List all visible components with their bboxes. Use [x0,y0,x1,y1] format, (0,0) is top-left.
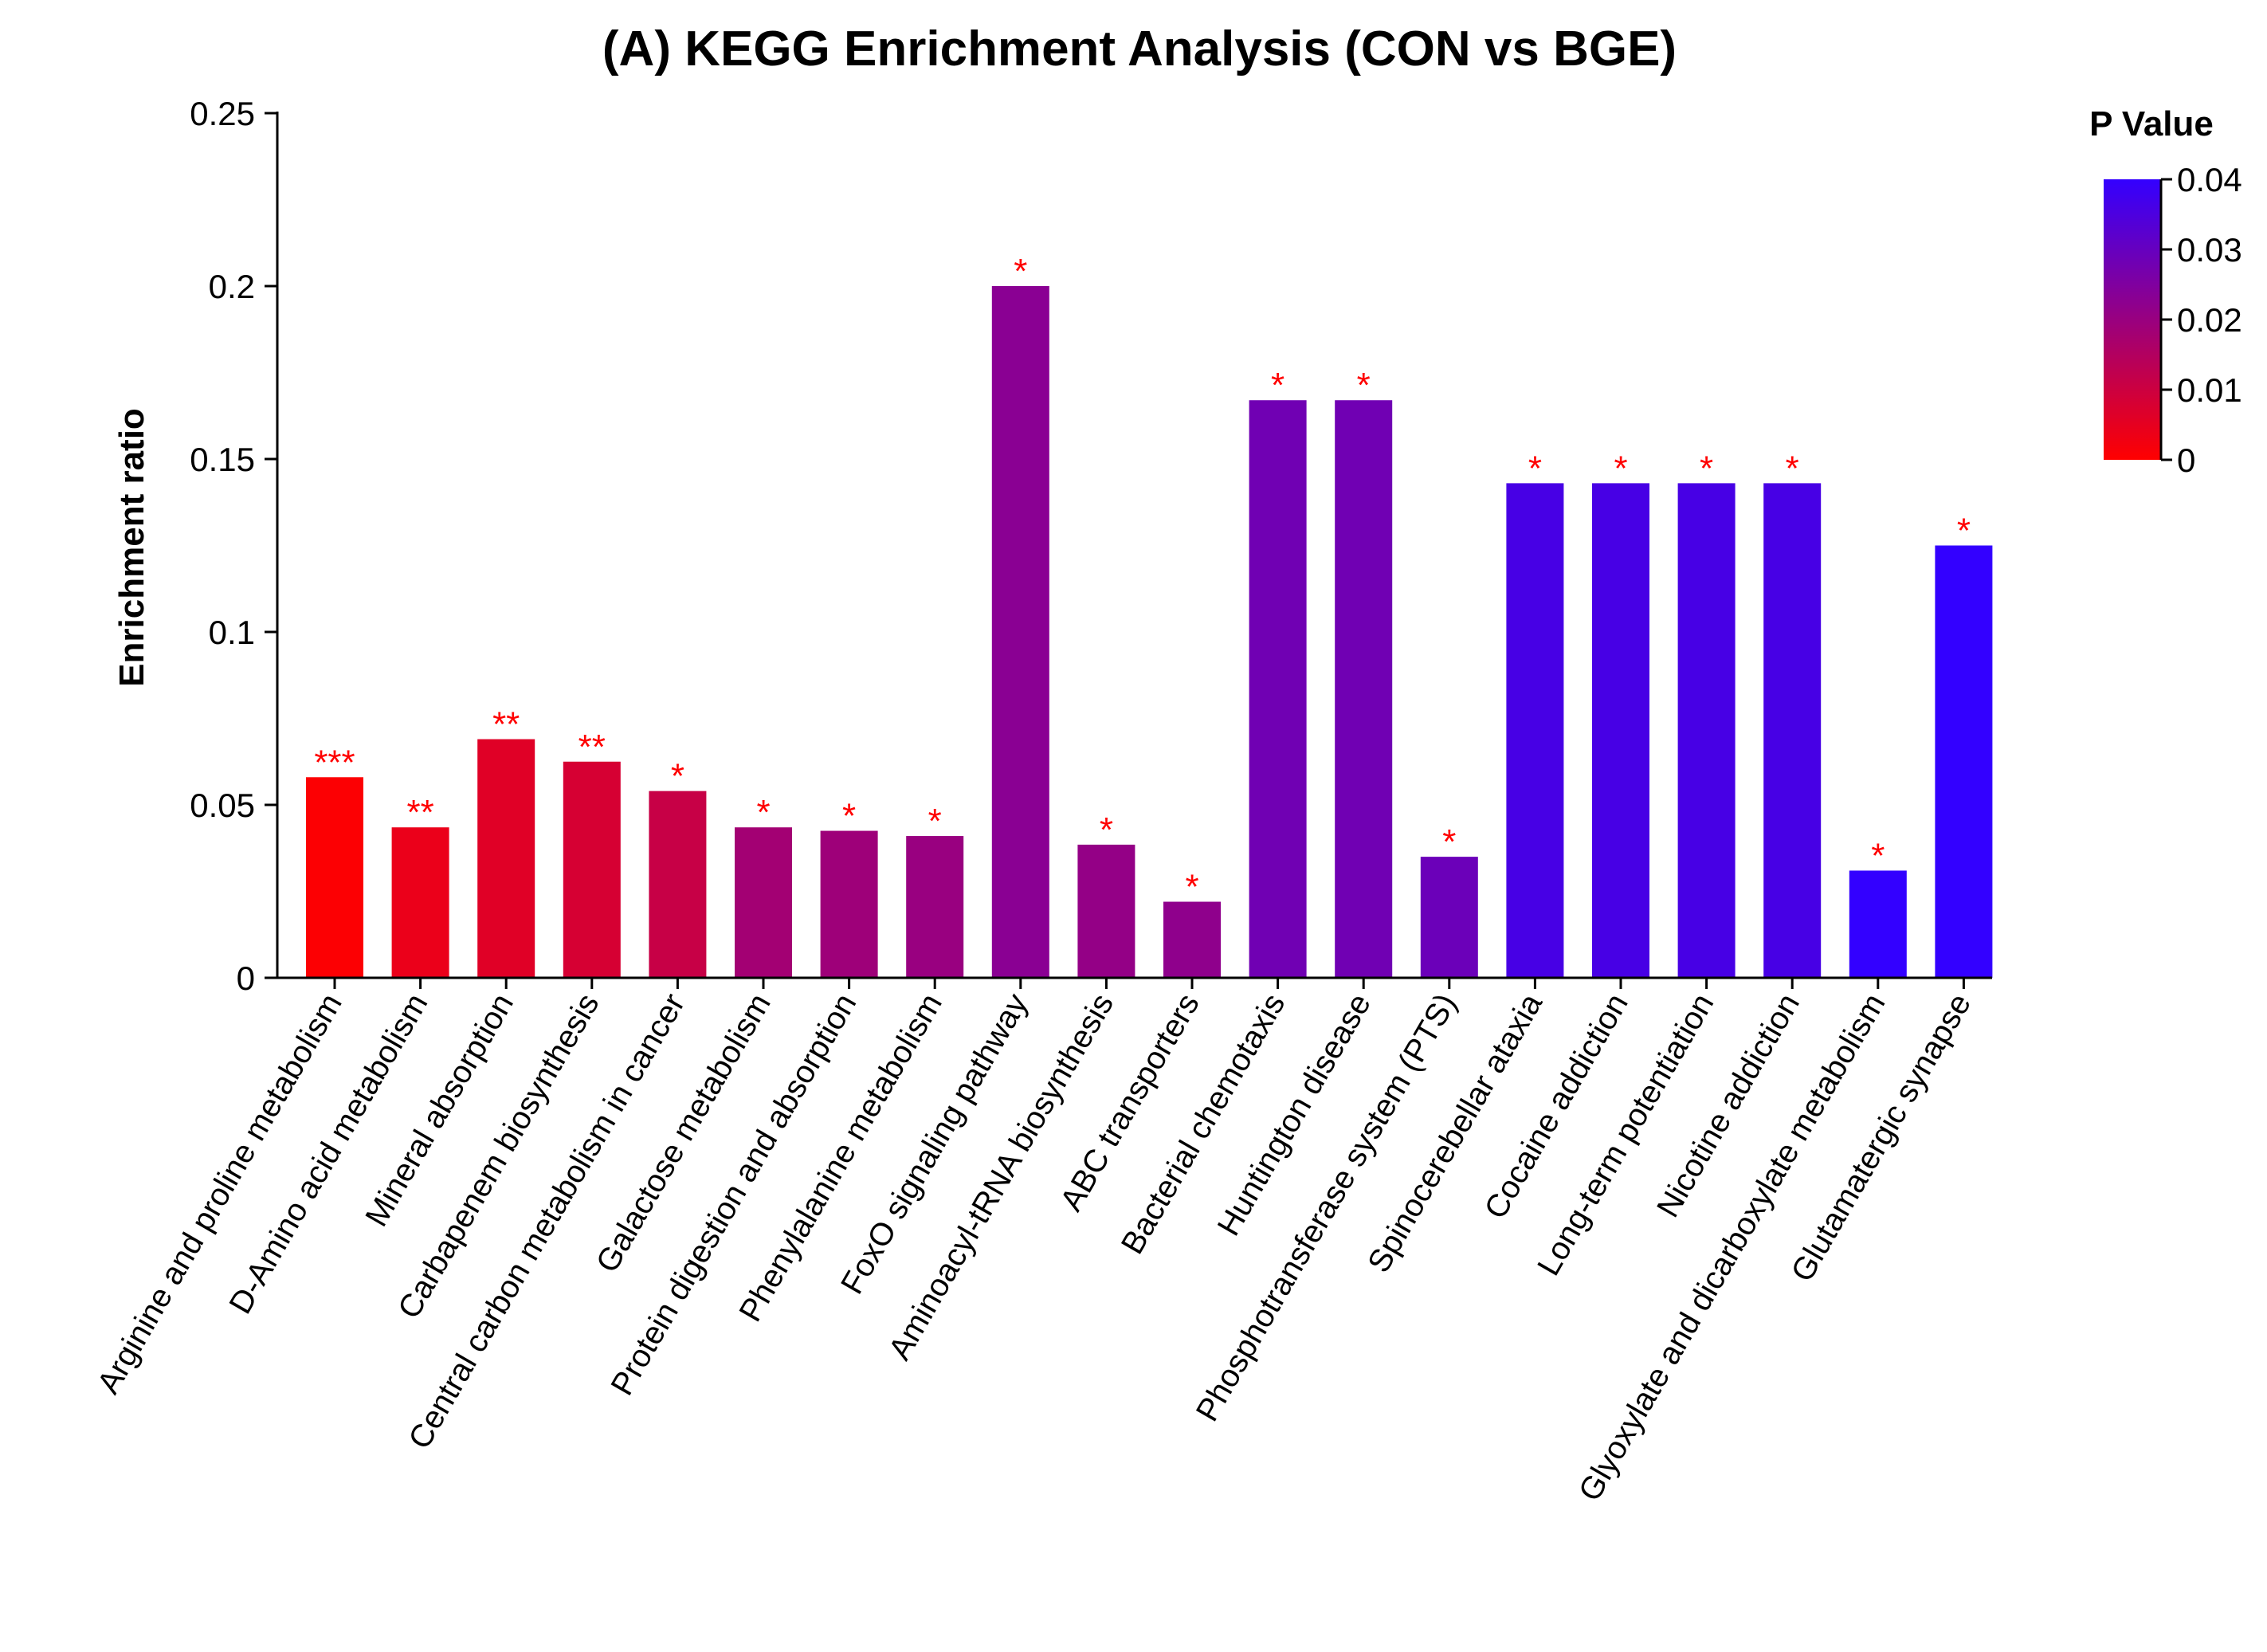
significance-mark-9: * [1014,252,1027,291]
colorbar: P Value 0 0.01 0.02 0.03 0.04 [2089,104,2242,479]
significance-mark-3: ** [492,705,520,744]
significance-mark-18: * [1786,449,1799,488]
bar-10 [1077,844,1135,978]
colorbar-tick-label-2: 0.02 [2177,301,2242,339]
significance-mark-8: * [928,802,942,841]
bar-14 [1420,857,1478,978]
significance-mark-11: * [1185,868,1198,907]
y-tick-label-5: 0.25 [190,95,255,132]
significance-mark-13: * [1357,366,1371,405]
bar-8 [906,836,964,978]
bar-17 [1677,483,1736,978]
bar-2 [391,827,449,978]
bar-1 [306,777,363,978]
bar-12 [1249,400,1307,979]
y-tick-label-1: 0.05 [190,787,255,824]
significance-mark-15: * [1528,449,1542,488]
y-tick-label-2: 0.1 [209,614,255,651]
significance-mark-20: * [1957,512,1971,551]
bar-5 [649,791,707,978]
colorbar-tick-label-0: 0 [2177,441,2195,479]
colorbar-tick-label-4: 0.04 [2177,161,2242,198]
significance-mark-2: ** [406,793,433,832]
colorbar-tick-label-1: 0.01 [2177,371,2242,409]
bar-11 [1163,901,1221,978]
y-axis-label: Enrichment ratio [112,408,151,687]
significance-mark-19: * [1871,836,1885,875]
significance-mark-16: * [1614,449,1627,488]
bar-20 [1935,545,1993,978]
colorbar-tick-label-3: 0.03 [2177,231,2242,269]
significance-mark-10: * [1100,810,1113,850]
colorbar-title: P Value [2089,104,2214,143]
bar-3 [477,739,535,978]
significance-mark-7: * [842,797,856,836]
significance-mark-17: * [1700,449,1713,488]
chart-title: (A) KEGG Enrichment Analysis (CON vs BGE… [602,22,1677,77]
x-tick-label-13: Huntington disease [1211,988,1378,1242]
bar-7 [820,830,878,978]
bar-4 [563,761,621,978]
significance-mark-6: * [756,793,770,832]
bar-6 [735,827,792,978]
bar-9 [991,286,1049,978]
bar-18 [1763,483,1822,978]
colorbar-gradient [2104,179,2161,460]
bar-19 [1849,870,1907,978]
y-tick-label-3: 0.15 [190,441,255,478]
x-tick-label-12: Bacterial chemotaxis [1115,988,1292,1261]
significance-mark-12: * [1271,366,1285,405]
y-tick-label-0: 0 [237,959,255,997]
significance-mark-5: * [671,757,684,796]
bar-13 [1335,400,1393,979]
significance-mark-4: ** [579,728,606,767]
significance-mark-14: * [1442,822,1456,861]
bar-16 [1592,483,1649,978]
bar-15 [1506,483,1564,978]
y-tick-label-4: 0.2 [209,268,255,305]
significance-mark-1: *** [314,743,355,782]
